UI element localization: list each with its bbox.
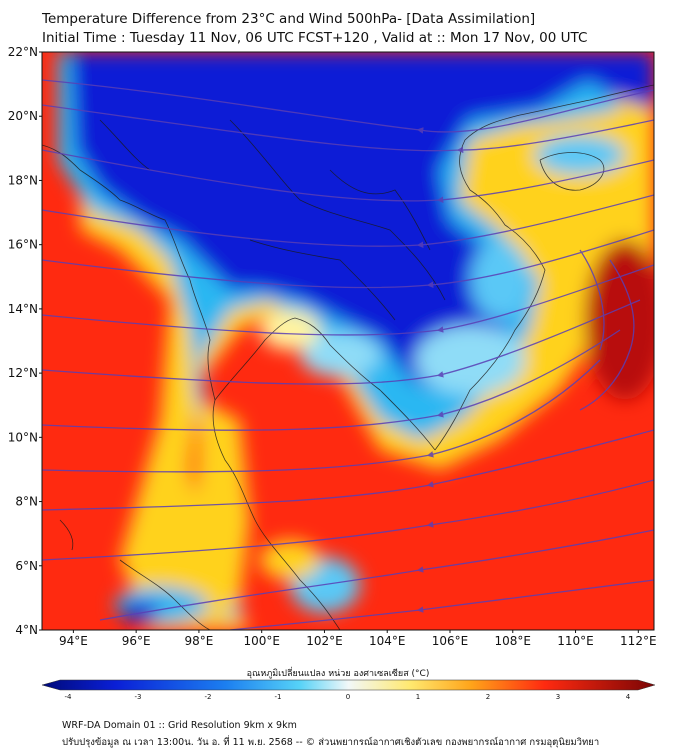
footer-model-info: WRF-DA Domain 01 :: Grid Resolution 9km … — [62, 720, 297, 731]
colorbar-ticks: -4 -3 -2 -1 0 1 2 3 4 — [65, 693, 631, 700]
lat-tick-label: 12°N — [8, 366, 38, 380]
footer-credit: ปรับปรุงข้อมูล ณ เวลา 13:00น. วัน อ. ที่… — [62, 737, 600, 748]
colorbar-tick-label: -4 — [65, 693, 73, 700]
temperature-field — [42, 52, 654, 630]
lat-tick-label: 14°N — [8, 302, 38, 316]
colorbar-tick-label: -3 — [135, 693, 142, 700]
wind-streamlines — [42, 79, 654, 630]
colorbar-title: อุณหภูมิเปลี่ยนแปลง หน่วย องศาเซลเซียส (… — [246, 669, 430, 679]
lat-tick-label: 20°N — [8, 109, 38, 123]
lon-tick-label: 108°E — [495, 634, 532, 648]
colorbar-tick-label: 1 — [416, 693, 420, 700]
map-title: Temperature Difference from 23°C and Win… — [42, 11, 536, 27]
map-frame — [41, 51, 655, 631]
colorbar-tick-label: -1 — [275, 693, 282, 700]
lat-tick-label: 18°N — [8, 173, 38, 187]
colorbar: -4 -3 -2 -1 0 1 2 3 4 — [41, 679, 656, 700]
lon-tick-label: 98°E — [184, 634, 213, 648]
longitude-axis: 94°E 96°E 98°E 100°E 102°E 104°E 106°E 108°E 110… — [59, 630, 657, 648]
colorbar-tick-label: 2 — [486, 693, 490, 700]
lat-tick-label: 6°N — [15, 559, 38, 573]
lon-tick-label: 94°E — [59, 634, 88, 648]
lon-tick-label: 102°E — [306, 634, 343, 648]
colorbar-tick-label: 0 — [346, 693, 350, 700]
colorbar-tick-label: 3 — [556, 693, 560, 700]
lon-tick-label: 96°E — [122, 634, 151, 648]
lat-tick-label: 8°N — [15, 495, 38, 509]
weather-map: 22°N 20°N 18°N 16°N 14°N 12°N 10°N 8°N 6°N 4°N 94… — [8, 45, 657, 700]
colorbar-tick-label: 4 — [626, 693, 631, 700]
latitude-axis: 22°N 20°N 18°N 16°N 14°N 12°N 10°N 8°N 6°N 4°N — [8, 45, 42, 637]
colorbar-tick-label: -2 — [205, 693, 212, 700]
lon-tick-label: 100°E — [243, 634, 280, 648]
lon-tick-label: 106°E — [432, 634, 469, 648]
colorbar-gradient — [41, 679, 656, 691]
lon-tick-label: 104°E — [369, 634, 406, 648]
lat-tick-label: 4°N — [15, 623, 38, 637]
lat-tick-label: 22°N — [8, 45, 38, 59]
lat-tick-label: 10°N — [8, 430, 38, 444]
map-subtitle: Initial Time : Tuesday 11 Nov, 06 UTC FC… — [42, 30, 588, 46]
lon-tick-label: 110°E — [557, 634, 594, 648]
lat-tick-label: 16°N — [8, 238, 38, 252]
lon-tick-label: 112°E — [620, 634, 657, 648]
